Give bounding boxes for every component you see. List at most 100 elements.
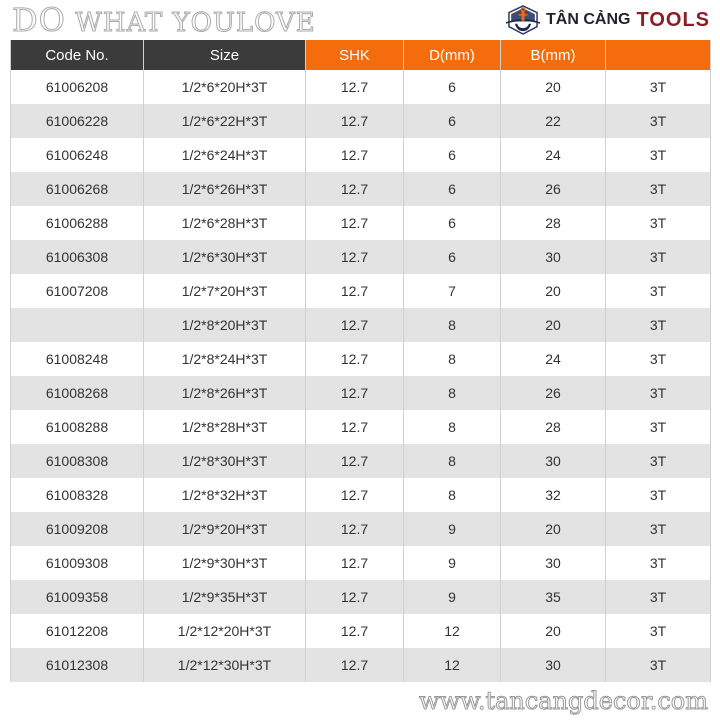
table-cell: 61008268 [10,376,144,410]
table-row: 61008248 1/2*8*24H*3T 12.7 8 24 3T [10,342,711,376]
table-cell: 12.7 [305,172,404,206]
watermark-do: DO [12,1,66,39]
anchor-hexagon-icon [506,5,541,35]
table-cell: 12.7 [305,648,404,682]
table-cell: 61008288 [10,410,144,444]
table-cell: 35 [500,580,606,614]
table-cell: 30 [500,648,606,682]
column-header: D(mm) [403,40,501,70]
tan-cang-tools-logo: TÂN CẢNG TOOLS [506,2,710,38]
table-cell: 1/2*8*30H*3T [143,444,306,478]
table-cell: 61006268 [10,172,144,206]
table-cell: 1/2*8*24H*3T [143,342,306,376]
table-cell: 1/2*8*26H*3T [143,376,306,410]
table-row: 61006248 1/2*6*24H*3T 12.7 6 24 3T [10,138,711,172]
table-cell: 12.7 [305,478,404,512]
table-row: 1/2*8*20H*3T 12.7 8 20 3T [10,308,711,342]
table-row: 61006208 1/2*6*20H*3T 12.7 6 20 3T [10,70,711,104]
table-row: 61008328 1/2*8*32H*3T 12.7 8 32 3T [10,478,711,512]
table-cell: 6 [403,206,501,240]
table-cell: 24 [500,138,606,172]
table-cell: 61006288 [10,206,144,240]
table-cell: 28 [500,410,606,444]
table-cell: 12.7 [305,274,404,308]
table-cell: 6 [403,172,501,206]
table-cell: 12.7 [305,138,404,172]
table-cell: 61008328 [10,478,144,512]
table-cell: 61009208 [10,512,144,546]
table-cell: 8 [403,478,501,512]
table-row: 61007208 1/2*7*20H*3T 12.7 7 20 3T [10,274,711,308]
table-cell: 8 [403,410,501,444]
table-cell: 61009308 [10,546,144,580]
product-spec-table: Code No. Size SHK D(mm) B(mm) 61006208 1/2*6*… [10,40,711,682]
table-cell: 12 [403,614,501,648]
table-cell: 1/2*9*20H*3T [143,512,306,546]
table-row: 61006228 1/2*6*22H*3T 12.7 6 22 3T [10,104,711,138]
table-cell: 1/2*8*28H*3T [143,410,306,444]
table-cell: 24 [500,342,606,376]
table-cell: 3T [605,308,711,342]
table-cell: 12.7 [305,614,404,648]
table-cell: 1/2*6*30H*3T [143,240,306,274]
table-cell: 1/2*7*20H*3T [143,274,306,308]
table-cell: 22 [500,104,606,138]
table-cell: 20 [500,70,606,104]
table-cell: 61006248 [10,138,144,172]
table-cell: 12.7 [305,342,404,376]
table-row: 61008268 1/2*8*26H*3T 12.7 8 26 3T [10,376,711,410]
table-cell: 6 [403,138,501,172]
watermark-slogan: DO WHAT YOULOVE [12,1,316,39]
table-cell: 3T [605,376,711,410]
column-header [605,40,711,70]
table-cell: 30 [500,444,606,478]
table-cell: 61007208 [10,274,144,308]
table-cell: 3T [605,274,711,308]
table-cell: 12.7 [305,512,404,546]
table-cell: 1/2*12*20H*3T [143,614,306,648]
table-cell: 9 [403,580,501,614]
table-cell: 8 [403,444,501,478]
table-cell: 1/2*6*28H*3T [143,206,306,240]
table-cell: 61006208 [10,70,144,104]
table-cell: 3T [605,444,711,478]
table-cell: 6 [403,70,501,104]
table-cell: 28 [500,206,606,240]
table-row: 61009308 1/2*9*30H*3T 12.7 9 30 3T [10,546,711,580]
table-cell: 7 [403,274,501,308]
table-cell: 1/2*12*30H*3T [143,648,306,682]
table-cell: 20 [500,512,606,546]
table-row: 61006308 1/2*6*30H*3T 12.7 6 30 3T [10,240,711,274]
table-cell: 12.7 [305,580,404,614]
table-cell: 3T [605,410,711,444]
table-cell: 61006228 [10,104,144,138]
table-cell: 3T [605,206,711,240]
watermark-url: www.tancangdecor.com [419,687,709,716]
table-cell: 32 [500,478,606,512]
table-cell: 3T [605,512,711,546]
column-header: SHK [305,40,404,70]
table-cell: 3T [605,546,711,580]
table-row: 61012308 1/2*12*30H*3T 12.7 12 30 3T [10,648,711,682]
table-cell: 12.7 [305,410,404,444]
table-cell: 1/2*6*26H*3T [143,172,306,206]
table-cell: 3T [605,614,711,648]
table-cell [10,308,144,342]
table-row: 61006268 1/2*6*26H*3T 12.7 6 26 3T [10,172,711,206]
table-cell: 12.7 [305,444,404,478]
table-cell: 3T [605,580,711,614]
table-cell: 12.7 [305,206,404,240]
table-cell: 6 [403,240,501,274]
table-cell: 1/2*6*22H*3T [143,104,306,138]
table-cell: 20 [500,308,606,342]
table-cell: 1/2*6*24H*3T [143,138,306,172]
table-cell: 3T [605,172,711,206]
table-cell: 61008248 [10,342,144,376]
table-row: 61008288 1/2*8*28H*3T 12.7 8 28 3T [10,410,711,444]
table-row: 61009358 1/2*9*35H*3T 12.7 9 35 3T [10,580,711,614]
column-header: B(mm) [500,40,606,70]
table-cell: 61009358 [10,580,144,614]
table-row: 61009208 1/2*9*20H*3T 12.7 9 20 3T [10,512,711,546]
table-row: 61008308 1/2*8*30H*3T 12.7 8 30 3T [10,444,711,478]
table-cell: 61012308 [10,648,144,682]
